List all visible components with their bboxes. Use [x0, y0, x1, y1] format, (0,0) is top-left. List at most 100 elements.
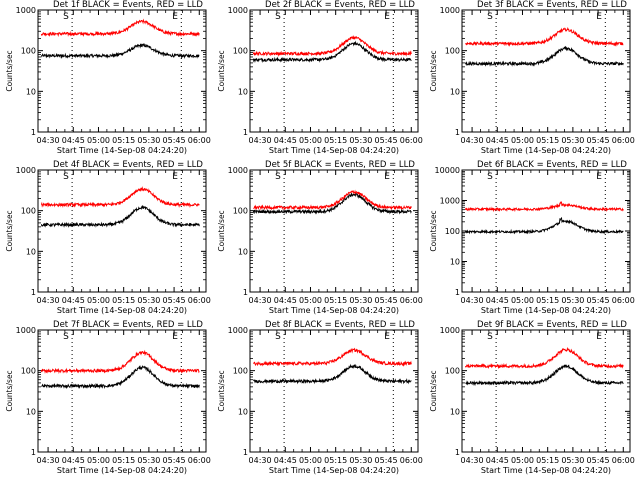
y-tick-label: 1 [243, 128, 248, 137]
y-axis-label: Counts/sec [429, 50, 438, 91]
panel-title: Det 6f BLACK = Events, RED = LLD [477, 160, 627, 170]
plot-frame [249, 169, 419, 293]
y-tick-label: 100 [445, 367, 460, 376]
x-tick-label: 05:45 [163, 136, 186, 145]
x-tick-label: 04:45 [274, 296, 297, 305]
x-tick-label: 06:00 [188, 456, 211, 465]
time-marker-label: S [63, 172, 69, 182]
y-axis-label: Counts/sec [5, 50, 14, 91]
x-tick-label: 04:45 [62, 296, 85, 305]
x-tick-label: 04:30 [461, 136, 484, 145]
y-tick-label: 100 [233, 207, 248, 216]
y-tick-label: 1000 [440, 6, 460, 15]
time-marker-label: E [384, 172, 390, 182]
y-tick-label: 100 [21, 47, 36, 56]
detector-panel-5: Det 5f BLACK = Events, RED = LLD 1 10 100 10… [217, 160, 423, 315]
x-tick-label: 05:45 [375, 456, 398, 465]
y-tick-label: 10000 [435, 166, 460, 175]
x-tick-label: 05:15 [536, 456, 559, 465]
y-axis-label: Counts/sec [5, 210, 14, 251]
x-axis-label: Start Time (14-Sep-08 04:24:20) [57, 306, 187, 315]
time-marker-label: S [275, 172, 281, 182]
x-axis-label: Start Time (14-Sep-08 04:24:20) [57, 466, 187, 475]
time-marker-label: S [63, 332, 69, 342]
y-tick-label: 1000 [16, 6, 36, 15]
x-tick-label: 05:45 [587, 456, 610, 465]
plot-frame [461, 9, 631, 133]
x-tick-label: 05:45 [375, 136, 398, 145]
panel-title: Det 8f BLACK = Events, RED = LLD [265, 320, 415, 330]
x-tick-label: 05:00 [87, 136, 110, 145]
series-lld-line [252, 34, 412, 57]
x-tick-label: 04:45 [486, 456, 509, 465]
plot-frame [37, 169, 207, 293]
x-tick-label: 05:15 [112, 456, 135, 465]
y-tick-label: 100 [21, 367, 36, 376]
x-tick-label: 05:30 [561, 296, 584, 305]
series-events-line [41, 364, 200, 390]
x-tick-label: 05:45 [587, 296, 610, 305]
x-tick-label: 04:30 [461, 296, 484, 305]
x-tick-label: 04:30 [37, 296, 60, 305]
time-marker-label: E [596, 332, 602, 342]
y-axis-label: Counts/sec [429, 210, 438, 251]
series-lld-line [253, 347, 412, 367]
y-tick-label: 100 [445, 47, 460, 56]
x-tick-label: 05:30 [349, 136, 372, 145]
series-lld-line [465, 27, 624, 47]
x-tick-label: 05:00 [87, 296, 110, 305]
time-marker-label: S [487, 332, 493, 342]
detector-panel-3: Det 3f BLACK = Events, RED = LLD 1 10 100 10… [429, 0, 635, 155]
x-tick-label: 05:15 [324, 456, 347, 465]
x-tick-label: 06:00 [188, 296, 211, 305]
plot-frame [249, 9, 419, 133]
y-tick-label: 1 [243, 448, 248, 457]
y-tick-label: 10 [238, 87, 248, 96]
x-tick-label: 06:00 [400, 296, 423, 305]
y-tick-label: 10 [238, 407, 248, 416]
y-tick-label: 1000 [16, 326, 36, 335]
x-tick-label: 04:30 [461, 456, 484, 465]
detector-panel-2: Det 2f BLACK = Events, RED = LLD 1 10 100 10… [217, 0, 423, 155]
x-axis-label: Start Time (14-Sep-08 04:24:20) [269, 466, 399, 475]
detector-panel-1: Det 1f BLACK = Events, RED = LLD 1 10 100 10… [5, 0, 211, 155]
x-tick-label: 05:30 [349, 296, 372, 305]
x-tick-label: 06:00 [400, 136, 423, 145]
x-tick-label: 04:30 [37, 456, 60, 465]
series-events-line [252, 191, 412, 215]
detector-panel-6: Det 6f BLACK = Events, RED = LLD 1 10 100 10… [429, 160, 635, 315]
x-axis-label: Start Time (14-Sep-08 04:24:20) [269, 306, 399, 315]
x-tick-label: 05:00 [299, 296, 322, 305]
panel-title: Det 2f BLACK = Events, RED = LLD [265, 0, 415, 10]
y-tick-label: 1000 [440, 197, 460, 206]
x-axis-label: Start Time (14-Sep-08 04:24:20) [57, 146, 187, 155]
x-tick-label: 05:30 [349, 456, 372, 465]
time-marker-label: S [275, 12, 281, 22]
x-tick-label: 05:30 [137, 456, 160, 465]
y-tick-label: 100 [233, 47, 248, 56]
time-marker-label: E [172, 12, 178, 22]
x-tick-label: 04:30 [249, 136, 272, 145]
x-tick-label: 04:45 [274, 136, 297, 145]
detector-panel-7: Det 7f BLACK = Events, RED = LLD 1 10 100 10… [5, 320, 211, 475]
y-tick-label: 1 [31, 128, 36, 137]
x-tick-label: 05:30 [137, 296, 160, 305]
series-events-line [40, 204, 200, 228]
time-marker-label: E [384, 12, 390, 22]
y-tick-label: 1000 [440, 326, 460, 335]
series-events-line [465, 364, 624, 387]
x-tick-label: 04:45 [62, 456, 85, 465]
x-tick-label: 05:15 [112, 136, 135, 145]
x-tick-label: 05:45 [375, 296, 398, 305]
y-tick-label: 100 [233, 367, 248, 376]
x-tick-label: 06:00 [400, 456, 423, 465]
series-lld-line [253, 189, 412, 211]
x-tick-label: 06:00 [612, 136, 635, 145]
x-tick-label: 05:45 [163, 456, 186, 465]
x-tick-label: 04:45 [486, 296, 509, 305]
series-events-line [252, 40, 412, 64]
x-tick-label: 05:15 [536, 296, 559, 305]
y-tick-label: 10 [26, 87, 36, 96]
y-tick-label: 1 [455, 448, 460, 457]
